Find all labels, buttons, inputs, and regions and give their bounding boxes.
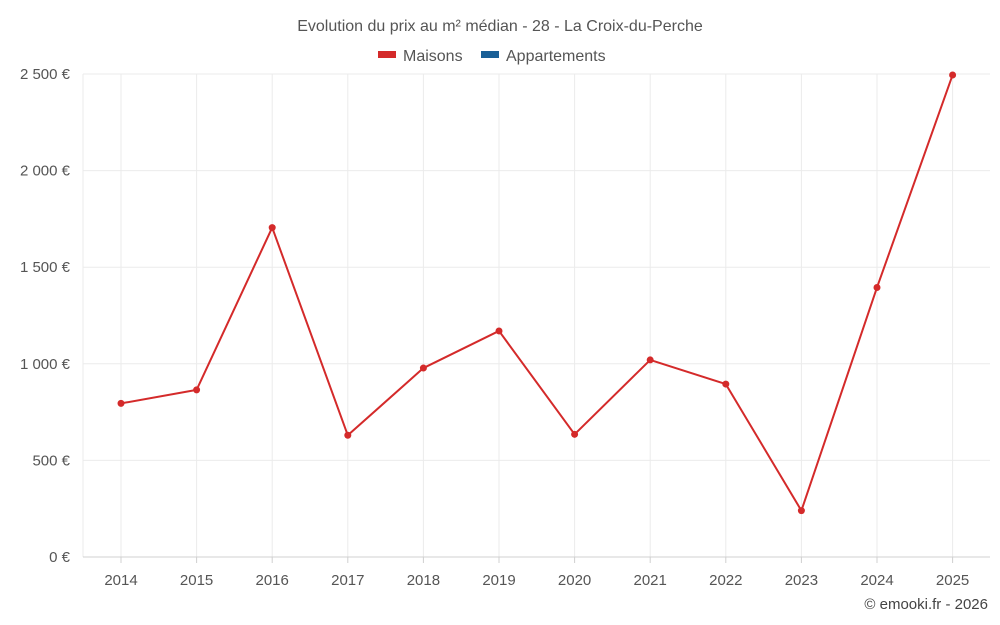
x-tick-label: 2015 xyxy=(180,572,213,589)
y-tick-label: 1 500 € xyxy=(20,259,71,276)
data-point-maisons[interactable] xyxy=(495,327,503,335)
y-tick-label: 0 € xyxy=(49,549,71,566)
data-point-maisons[interactable] xyxy=(873,283,881,291)
y-tick-label: 500 € xyxy=(32,452,70,469)
x-tick-label: 2021 xyxy=(634,572,667,589)
x-tick-label: 2018 xyxy=(407,572,440,589)
legend-swatch-maisons xyxy=(378,51,396,58)
series-maisons xyxy=(117,71,957,515)
legend-item-appartements[interactable]: Appartements xyxy=(481,48,606,65)
series-line-maisons xyxy=(120,74,954,512)
x-tick-label: 2016 xyxy=(256,572,289,589)
data-point-maisons[interactable] xyxy=(117,399,125,407)
legend-swatch-appartements xyxy=(481,51,499,58)
x-tick-label: 2014 xyxy=(104,572,137,589)
legend-item-maisons[interactable]: Maisons xyxy=(378,48,463,65)
data-point-maisons[interactable] xyxy=(344,431,352,439)
x-tick-label: 2017 xyxy=(331,572,364,589)
data-point-maisons[interactable] xyxy=(193,386,201,394)
data-point-maisons[interactable] xyxy=(419,364,427,372)
x-tick-label: 2019 xyxy=(482,572,515,589)
data-point-maisons[interactable] xyxy=(949,71,957,79)
axes: 0 € 500 € 1 000 € 1 500 € 2 000 € 2 500 € 2014… xyxy=(20,66,990,589)
legend-label-appartements: Appartements xyxy=(506,48,606,65)
chart-title: Evolution du prix au m² médian - 28 - La… xyxy=(297,18,703,35)
x-tick-label: 2023 xyxy=(785,572,818,589)
legend: Maisons Appartements xyxy=(378,48,606,65)
data-point-maisons[interactable] xyxy=(268,224,276,232)
y-tick-label: 2 000 € xyxy=(20,163,71,180)
data-point-maisons[interactable] xyxy=(571,430,579,438)
data-point-maisons[interactable] xyxy=(646,356,654,364)
x-tick-label: 2022 xyxy=(709,572,742,589)
x-tick-label: 2025 xyxy=(936,572,969,589)
grid xyxy=(82,73,990,557)
legend-label-maisons: Maisons xyxy=(403,48,463,65)
data-point-maisons[interactable] xyxy=(797,507,805,515)
credit-text: © emooki.fr - 2026 xyxy=(864,596,988,613)
data-point-maisons[interactable] xyxy=(722,380,730,388)
y-tick-label: 2 500 € xyxy=(20,66,71,83)
x-tick-label: 2024 xyxy=(860,572,893,589)
x-tick-label: 2020 xyxy=(558,572,591,589)
y-tick-label: 1 000 € xyxy=(20,356,71,373)
